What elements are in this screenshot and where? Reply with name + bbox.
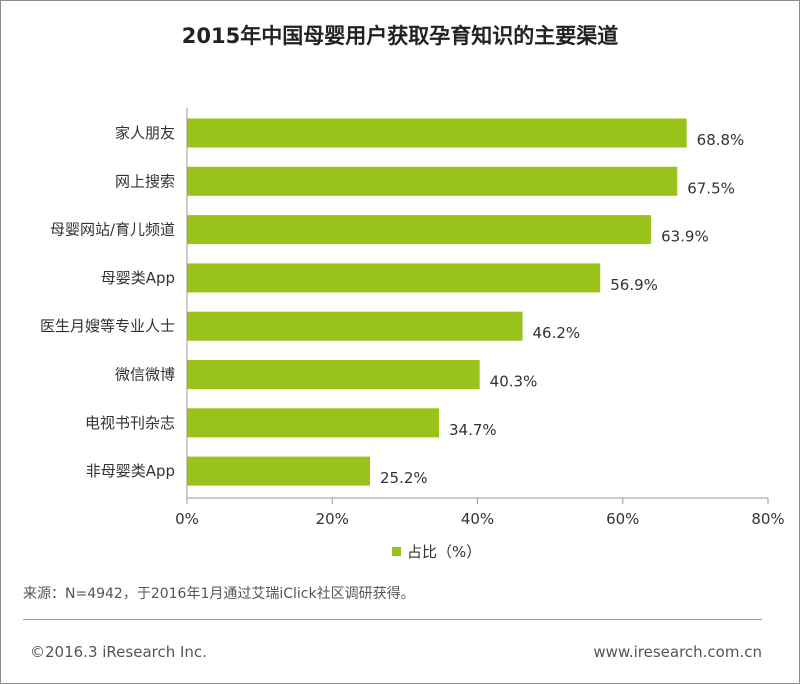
- website-link[interactable]: www.iresearch.com.cn: [593, 643, 762, 661]
- x-tick-label: 40%: [461, 510, 494, 528]
- category-label: 母婴类App: [101, 269, 175, 287]
- bar: [187, 311, 523, 341]
- category-label: 电视书刊杂志: [85, 414, 175, 432]
- x-tick-label: 80%: [751, 510, 784, 528]
- bar: [187, 456, 371, 486]
- data-label: 46.2%: [533, 324, 581, 342]
- bar: [187, 408, 440, 438]
- bar: [187, 263, 601, 293]
- x-tick-label: 60%: [606, 510, 639, 528]
- copyright-text: ©2016.3 iResearch Inc.: [30, 643, 207, 661]
- axis-layer: 0% 20% 40% 60% 80%: [175, 108, 785, 528]
- data-label: 63.9%: [661, 228, 709, 246]
- category-label: 医生月嫂等专业人士: [40, 317, 175, 335]
- category-label: 家人朋友: [115, 124, 175, 142]
- category-label: 母婴网站/育儿频道: [50, 221, 175, 239]
- legend: 占比（%）: [392, 543, 481, 561]
- chart-title: 2015年中国母婴用户获取孕育知识的主要渠道: [181, 24, 619, 48]
- footer-divider: [23, 619, 762, 620]
- data-label: 34.7%: [449, 421, 497, 439]
- bar: [187, 215, 652, 245]
- source-note: 来源：N=4942，于2016年1月通过艾瑞iClick社区调研获得。: [23, 586, 415, 602]
- category-label: 非母婴类App: [86, 462, 175, 480]
- bar: [187, 360, 480, 389]
- bar: [187, 166, 678, 196]
- data-label: 56.9%: [610, 276, 658, 294]
- legend-swatch: [392, 547, 401, 556]
- bar: [187, 118, 687, 148]
- data-label: 40.3%: [490, 373, 538, 391]
- category-label: 微信微博: [115, 366, 175, 384]
- data-label: 67.5%: [687, 179, 735, 197]
- data-label: 68.8%: [697, 131, 745, 149]
- data-label: 25.2%: [380, 469, 428, 487]
- legend-label: 占比（%）: [407, 543, 481, 561]
- category-label: 网上搜索: [115, 172, 175, 190]
- x-tick-label: 20%: [316, 510, 349, 528]
- bars-layer: 家人朋友 68.8% 网上搜索 67.5% 母婴网站/育儿频道 63.9% 母婴类App 56…: [40, 118, 745, 487]
- x-tick-label: 0%: [175, 510, 199, 528]
